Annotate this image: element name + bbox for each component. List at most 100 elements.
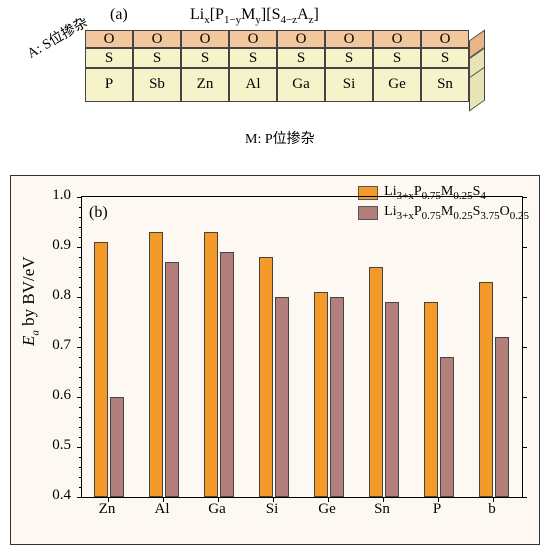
cube-cell: Sn <box>421 68 469 102</box>
yminor-tick <box>79 207 82 208</box>
yminor-tick <box>79 307 82 308</box>
cube-cell: S <box>85 48 133 68</box>
plot-area <box>81 196 523 498</box>
cube-cell: S <box>421 48 469 68</box>
f8: A <box>297 6 309 23</box>
cube-cell: Si <box>325 68 373 102</box>
ytick-label: 0.7 <box>11 337 71 354</box>
row-m: PSbZnAlGaSiGeSn <box>85 68 469 102</box>
xtick-label: Al <box>142 501 182 518</box>
yminor-tick <box>79 217 82 218</box>
bar <box>259 257 273 497</box>
chart-outer: (b) Ea by BV/eV Li3+xP0.75M0.25S4 Li3+xP… <box>10 175 540 545</box>
cube-cell: P <box>85 68 133 102</box>
ytick-label: 0.6 <box>11 387 71 404</box>
ytick-right <box>522 347 527 348</box>
bar <box>495 337 509 497</box>
yminor-tick <box>79 277 82 278</box>
yminor-tick <box>79 347 82 348</box>
bar <box>275 297 289 497</box>
yminor-tick <box>79 287 82 288</box>
yminor-tick <box>79 367 82 368</box>
bar <box>424 302 438 497</box>
row-o: OOOOOOOO <box>85 30 469 48</box>
bar <box>440 357 454 497</box>
xtick-label: Si <box>252 501 292 518</box>
f0: Li <box>190 6 204 23</box>
xtick-label: Zn <box>87 501 127 518</box>
yminor-tick <box>79 407 82 408</box>
cube-cell: S <box>373 48 421 68</box>
bar <box>314 292 328 497</box>
cube-cell: S <box>325 48 373 68</box>
xtick-label: Sn <box>362 501 402 518</box>
xtick-label: Ga <box>197 501 237 518</box>
bar <box>220 252 234 497</box>
bar <box>94 242 108 497</box>
cube-cell: Ge <box>373 68 421 102</box>
yminor-tick <box>79 357 82 358</box>
yl1: a <box>29 330 41 336</box>
cube-cell: O <box>133 30 181 48</box>
bar <box>204 232 218 497</box>
ytick-label: 0.5 <box>11 437 71 454</box>
xtick-label: P <box>417 501 457 518</box>
cube-cell: Ga <box>277 68 325 102</box>
yminor-tick <box>79 247 82 248</box>
ytick-label: 0.8 <box>11 287 71 304</box>
yminor-tick <box>79 227 82 228</box>
cube-array: OOOOOOOO SSSSSSSS PSbZnAlGaSiGeSn <box>85 22 515 112</box>
yminor-tick <box>79 417 82 418</box>
cube-cell: S <box>181 48 229 68</box>
ytick-label: 0.9 <box>11 237 71 254</box>
yminor-tick <box>79 267 82 268</box>
ytick-label: 1.0 <box>11 187 71 204</box>
yminor-tick <box>79 427 82 428</box>
yminor-tick <box>79 377 82 378</box>
ytick-right <box>522 197 527 198</box>
cube-cell: Sb <box>133 68 181 102</box>
yminor-tick <box>79 497 82 498</box>
yminor-tick <box>79 457 82 458</box>
bar <box>330 297 344 497</box>
yminor-tick <box>79 397 82 398</box>
row-s: SSSSSSSS <box>85 48 469 68</box>
bar <box>369 267 383 497</box>
f10: ] <box>314 6 319 23</box>
ytick-right <box>522 397 527 398</box>
yminor-tick <box>79 197 82 198</box>
ytick-label: 0.4 <box>11 487 71 504</box>
yminor-tick <box>79 477 82 478</box>
side-a-label: A: S位掺杂 <box>23 12 91 63</box>
cube-cell: Al <box>229 68 277 102</box>
ytick-right <box>522 247 527 248</box>
ytick-right <box>522 447 527 448</box>
bar <box>165 262 179 497</box>
xtick-label: b <box>472 501 512 518</box>
yminor-tick <box>79 327 82 328</box>
f6: ][S <box>261 6 281 23</box>
f2: [P <box>210 6 224 23</box>
yminor-tick <box>79 437 82 438</box>
cube-cell: S <box>229 48 277 68</box>
cube-cell: O <box>229 30 277 48</box>
yminor-tick <box>79 387 82 388</box>
yminor-tick <box>79 487 82 488</box>
xtick-label: Ge <box>307 501 347 518</box>
bar <box>385 302 399 497</box>
cube-cell: O <box>181 30 229 48</box>
cube-cell: Zn <box>181 68 229 102</box>
cube-cell: S <box>277 48 325 68</box>
yminor-tick <box>79 467 82 468</box>
cube-cell: O <box>373 30 421 48</box>
ytick-right <box>522 297 527 298</box>
yminor-tick <box>79 447 82 448</box>
bar <box>110 397 124 497</box>
cube-cell: O <box>325 30 373 48</box>
yminor-tick <box>79 257 82 258</box>
bar <box>149 232 163 497</box>
cube-cell: O <box>277 30 325 48</box>
yminor-tick <box>79 317 82 318</box>
cube-cell: O <box>421 30 469 48</box>
yminor-tick <box>79 237 82 238</box>
